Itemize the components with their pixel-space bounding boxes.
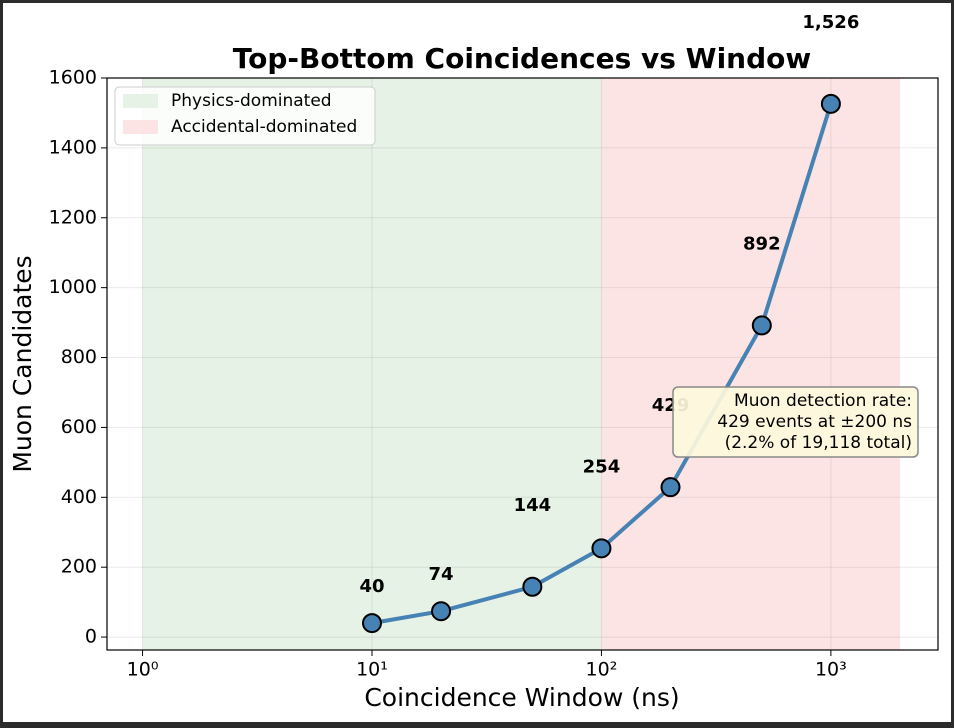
x-tick-label: 10¹ xyxy=(356,659,388,681)
x-tick-label: 10² xyxy=(586,659,618,681)
x-tick-label: 10⁰ xyxy=(127,659,159,681)
annotation-text: (2.2% of 19,118 total) xyxy=(725,433,912,453)
y-tick-label: 800 xyxy=(61,346,97,368)
x-tick-label: 10³ xyxy=(815,659,847,681)
annotation-text: Muon detection rate: xyxy=(734,391,912,411)
data-label: 892 xyxy=(743,233,781,254)
legend-swatch xyxy=(123,120,158,134)
legend-box xyxy=(114,86,376,146)
marker xyxy=(751,315,772,336)
y-tick-label: 1000 xyxy=(49,276,97,298)
y-tick-label: 600 xyxy=(61,416,97,438)
y-axis-label: Muon Candidates xyxy=(8,255,37,472)
legend-label: Accidental-dominated xyxy=(171,117,357,137)
y-tick-label: 0 xyxy=(85,626,97,648)
x-axis-label: Coincidence Window (ns) xyxy=(364,683,679,712)
legend-swatch xyxy=(123,94,158,108)
data-label: 40 xyxy=(359,576,384,597)
annotation-box xyxy=(672,386,919,458)
marker xyxy=(660,477,681,498)
data-label: 254 xyxy=(583,456,621,477)
chart-title: Top-Bottom Coincidences vs Window xyxy=(233,42,812,75)
annotation: Muon detection rate:429 events at ±200 n… xyxy=(672,386,919,458)
annotation-text: 429 events at ±200 ns xyxy=(717,412,912,432)
plot-frame xyxy=(106,77,939,651)
y-tick-label: 200 xyxy=(61,556,97,578)
data-label: 74 xyxy=(429,564,454,585)
marker xyxy=(820,93,841,114)
legend-label: Physics-dominated xyxy=(171,91,332,111)
y-tick-label: 1600 xyxy=(49,67,97,89)
marker xyxy=(431,601,452,622)
y-tick-label: 400 xyxy=(61,486,97,508)
data-label: 1,526 xyxy=(802,12,859,33)
y-tick-label: 1200 xyxy=(49,206,97,228)
marker xyxy=(361,613,382,634)
region xyxy=(142,78,602,650)
y-tick-label: 1400 xyxy=(49,136,97,158)
region xyxy=(601,78,900,650)
legend: Physics-dominated Accidental-dominated xyxy=(114,86,376,146)
marker xyxy=(522,576,543,597)
data-label: 144 xyxy=(514,495,552,516)
marker xyxy=(591,538,612,559)
